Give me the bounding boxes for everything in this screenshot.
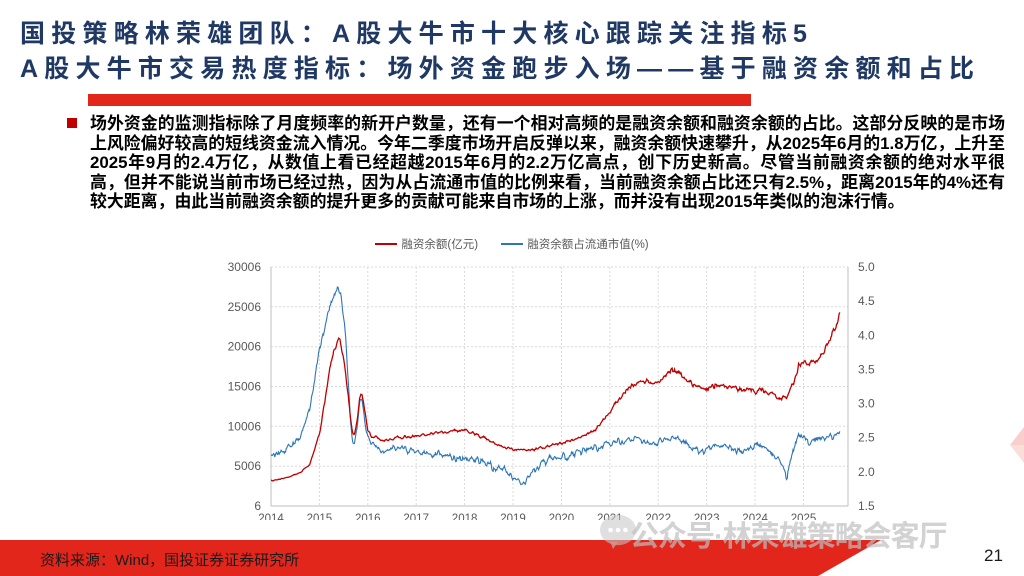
svg-text:6: 6 (254, 499, 261, 513)
svg-text:2015: 2015 (307, 513, 333, 520)
svg-text:5.0: 5.0 (858, 260, 875, 274)
svg-text:5006: 5006 (234, 459, 261, 473)
svg-text:10006: 10006 (228, 419, 262, 433)
svg-text:2016: 2016 (355, 513, 381, 520)
svg-text:1.5: 1.5 (858, 499, 875, 513)
svg-text:4.5: 4.5 (858, 294, 875, 308)
svg-text:2.5: 2.5 (858, 431, 875, 445)
svg-text:2017: 2017 (403, 513, 429, 520)
svg-text:25006: 25006 (228, 300, 262, 314)
svg-text:2014: 2014 (258, 513, 284, 520)
svg-text:2020: 2020 (549, 513, 575, 520)
svg-text:2018: 2018 (452, 513, 478, 520)
svg-text:20006: 20006 (228, 340, 262, 354)
svg-text:2.0: 2.0 (858, 465, 875, 479)
svg-text:3.0: 3.0 (858, 397, 875, 411)
svg-text:4.0: 4.0 (858, 328, 875, 342)
svg-text:15006: 15006 (228, 380, 262, 394)
svg-text:30006: 30006 (228, 260, 262, 274)
svg-text:3.5: 3.5 (858, 362, 875, 376)
svg-text:2019: 2019 (500, 513, 526, 520)
